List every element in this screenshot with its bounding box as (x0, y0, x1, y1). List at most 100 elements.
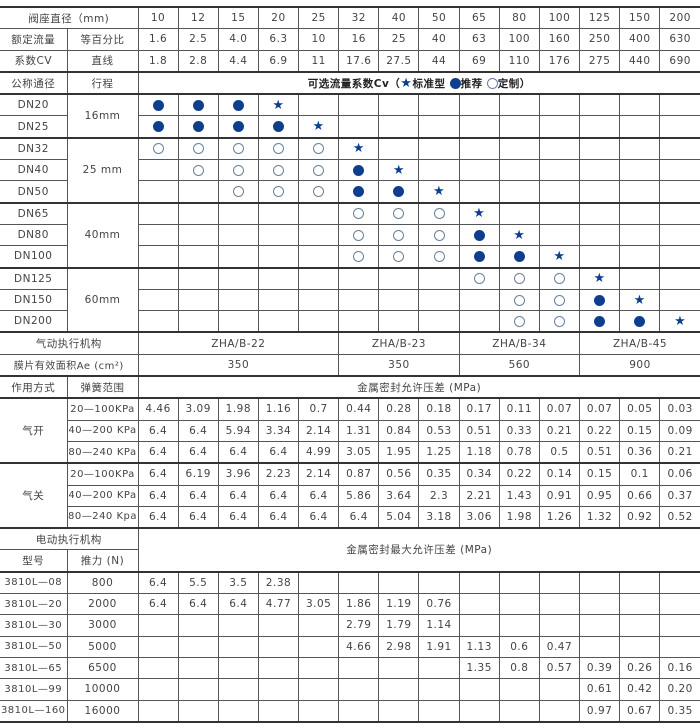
pressure-diff-value: 0.07 (579, 397, 621, 421)
cv-equal-pct: 63 (458, 28, 500, 51)
max-pressure-diff-value (458, 614, 500, 637)
star-icon: ★ (633, 292, 646, 308)
pressure-diff-value: 6.4 (137, 484, 179, 507)
nominal-diameter: DN100 (0, 245, 68, 269)
table-row: DN150 ★ (0, 288, 700, 312)
max-pressure-diff-value (217, 699, 259, 723)
pressure-diff-value: 0.14 (538, 462, 581, 486)
hollow-circle-icon (473, 273, 485, 285)
table-row: DN80 ★ (0, 223, 700, 247)
pressure-diff-value: 6.4 (338, 505, 380, 529)
max-pressure-diff-value: 0.20 (659, 678, 700, 701)
pressure-diff-value: 0.51 (579, 440, 621, 464)
pressure-diff-value: 6.4 (137, 440, 179, 464)
hollow-circle-icon (272, 143, 284, 155)
cv-option-cell (257, 266, 300, 290)
max-pressure-diff-value (418, 656, 460, 680)
size-header: 25 (298, 6, 340, 30)
max-pressure-diff-value: 1.19 (378, 593, 420, 616)
cv-option-cell (498, 93, 540, 117)
spring-range: 80—240 Kpa (66, 505, 139, 529)
cv-option-cell (257, 180, 300, 204)
thrust-label: 推力 (N) (66, 549, 138, 573)
cv-option-cell (338, 223, 380, 247)
spring-range: 40—200 KPa (66, 419, 139, 442)
pressure-diff-value: 0.95 (579, 484, 621, 507)
filled-circle-icon (594, 294, 606, 306)
cv-option-cell (458, 288, 500, 312)
table-row: 3810L—20 2000 6.4 6.4 6.4 4.77 3.05 1.86 1.19 0.7… (0, 593, 700, 616)
max-pressure-diff-value (458, 593, 500, 616)
pressure-diff-value: 6.4 (137, 505, 179, 529)
electric-model: 3810L—08 (0, 570, 68, 595)
max-pressure-diff-value (257, 699, 300, 723)
max-pressure-diff-value: 1.35 (458, 656, 500, 680)
max-pressure-diff-value (579, 635, 621, 658)
cv-option-cell (619, 223, 661, 247)
hollow-circle-icon (393, 229, 405, 241)
cv-option-cell (298, 245, 340, 269)
diaphragm-area: 350 (338, 353, 460, 377)
cv-linear: 440 (619, 49, 661, 73)
star-icon: ★ (312, 119, 325, 135)
pressure-diff-value: 6.4 (298, 484, 340, 507)
pressure-diff-value: 0.5 (538, 440, 581, 464)
pressure-diff-value: 0.37 (659, 484, 700, 507)
actuator-model: ZHA/B-45 (579, 331, 700, 355)
cv-option-cell (217, 201, 259, 225)
cv-option-cell (498, 201, 540, 225)
pressure-diff-value: 0.15 (619, 419, 661, 442)
electric-actuator-label: 电动执行机构 (0, 527, 139, 551)
max-pressure-diff-value: 0.57 (538, 656, 581, 680)
hollow-circle-icon (393, 250, 405, 262)
pressure-diff-value: 5.04 (378, 505, 420, 529)
cv-option-cell (257, 223, 300, 247)
cv-option-cell (418, 136, 460, 161)
cv-option-cell (458, 310, 500, 333)
pressure-diff-value: 1.98 (217, 397, 259, 421)
max-pressure-diff-value (418, 699, 460, 723)
table-row: DN65 40mm ★ (0, 201, 700, 269)
cv-option-cell (579, 115, 621, 139)
cv-option-cell (217, 115, 259, 139)
max-pressure-diff-value (458, 699, 500, 723)
pressure-diff-value: 1.31 (338, 419, 380, 442)
filled-circle-icon (232, 121, 244, 133)
max-pressure-diff-value (257, 656, 300, 680)
cv-option-cell (619, 93, 661, 117)
filled-circle-icon (393, 186, 405, 198)
pressure-diff-value: 0.1 (619, 462, 661, 486)
cv-option-cell (338, 288, 380, 312)
max-pressure-diff-value: 4.66 (338, 635, 380, 658)
cv-option-cell (579, 159, 621, 182)
pressure-diff-value: 6.4 (257, 440, 300, 464)
cv-option-cell: ★ (338, 136, 380, 161)
max-pressure-diff-value: 0.16 (659, 656, 700, 680)
max-pressure-diff-value (177, 614, 219, 637)
max-pressure-diff-value: 0.97 (579, 699, 621, 723)
thrust: 6500 (66, 656, 139, 680)
max-pressure-diff-value (298, 635, 340, 658)
table-row: 3810L—160 16000 0.97 0.67 0.35 (0, 699, 700, 723)
pressure-diff-value: 1.26 (538, 505, 581, 529)
cv-option-cell: ★ (298, 115, 340, 139)
cv-option-cell (378, 180, 420, 204)
size-header: 10 (137, 6, 179, 30)
cv-option-cell (418, 159, 460, 182)
electric-model: 3810L—20 (0, 593, 68, 616)
pressure-diff-value: 0.05 (619, 397, 661, 421)
table-row: DN25 ★ (0, 115, 700, 139)
cv-option-cell (378, 223, 420, 247)
hollow-circle-icon (393, 208, 405, 220)
cv-option-cell: ★ (659, 310, 700, 333)
cv-option-cell (418, 288, 460, 312)
filled-circle-icon (594, 315, 606, 327)
cv-option-cell (298, 266, 340, 290)
cv-option-cell (378, 310, 420, 333)
table-row: DN40 ★ (0, 159, 700, 182)
cv-option-cell (498, 159, 540, 182)
action-mode: 气开 (0, 397, 68, 464)
cv-option-cell (458, 245, 500, 269)
hollow-circle-icon (232, 164, 244, 176)
hollow-circle-icon (513, 273, 525, 285)
